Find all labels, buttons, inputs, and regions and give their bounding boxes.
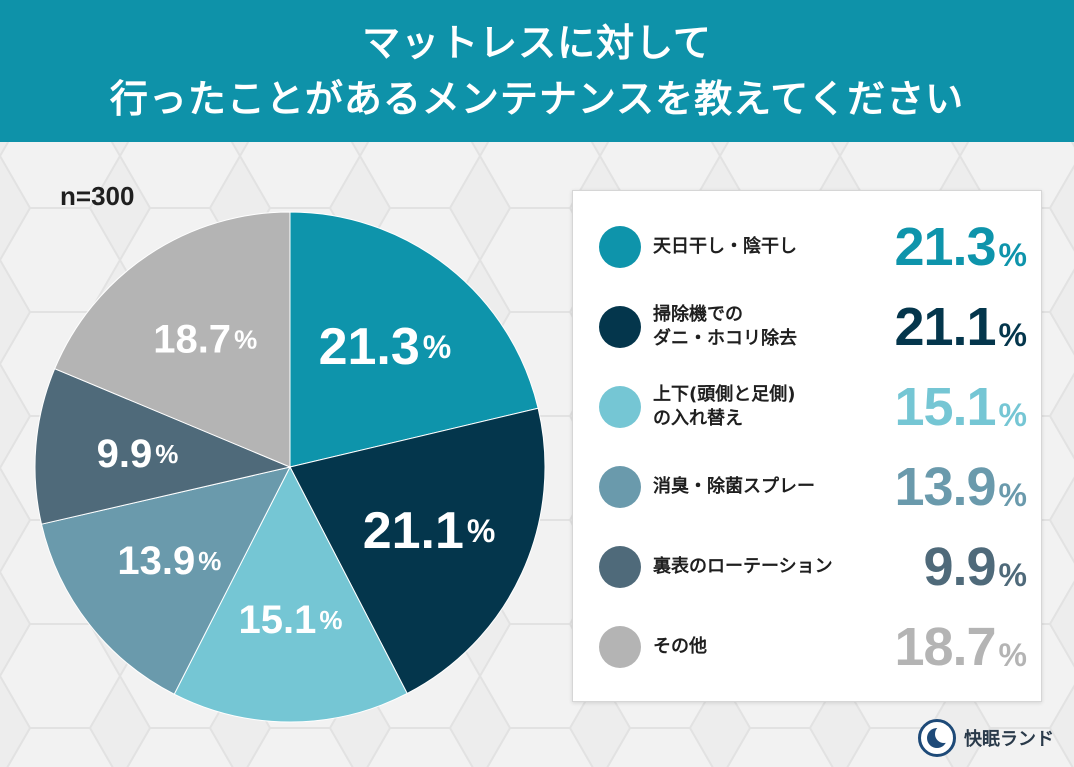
legend-value-number: 21.1 — [894, 297, 996, 357]
legend-item: 上下(頭側と足側) の入れ替え 15.1% — [573, 367, 1043, 447]
legend-value-percent: % — [998, 476, 1027, 513]
legend-label: 天日干し・陰干し — [653, 207, 853, 287]
legend-item: その他 18.7% — [573, 607, 1043, 687]
pie-slice-label-1: 21.1% — [363, 502, 496, 560]
pie-slice-1 — [289, 407, 546, 695]
legend-label-line: 裏表のローテーション — [653, 556, 833, 577]
legend-label: 掃除機でのダニ・ホコリ除去 — [653, 287, 853, 367]
legend-value: 18.7% — [894, 607, 1027, 687]
legend-value: 21.1% — [894, 287, 1027, 367]
legend-color-dot — [599, 386, 641, 428]
legend-value-percent: % — [998, 396, 1027, 433]
legend-value: 9.9% — [923, 527, 1027, 607]
legend-item: 掃除機でのダニ・ホコリ除去 21.1% — [573, 287, 1043, 367]
legend-label-line: 掃除機での — [653, 304, 743, 325]
pie-slice-4 — [34, 368, 292, 525]
legend: 天日干し・陰干し 21.3% 掃除機での ダニ・ホコリ除去 21.1% 上下(頭側と足側)… — [572, 190, 1042, 702]
legend-label-line: の入れ替え — [653, 408, 743, 429]
legend-value: 21.3% — [894, 207, 1027, 287]
legend-value-number: 15.1 — [894, 377, 996, 437]
legend-label-line: ダニ・ホコリ除去 — [653, 328, 797, 349]
legend-value-number: 18.7 — [894, 617, 996, 677]
legend-label-line: 天日干し・陰干し — [653, 236, 797, 257]
legend-item: 裏表のローテーション 9.9% — [573, 527, 1043, 607]
legend-color-dot — [599, 226, 641, 268]
legend-label: 裏表のローテーション — [653, 527, 853, 607]
pie-slice-0 — [289, 211, 539, 468]
legend-item: 消臭・除菌スプレー 13.9% — [573, 447, 1043, 527]
legend-value-number: 21.3 — [894, 217, 996, 277]
sample-size: n=300 — [60, 181, 135, 211]
pie-slice-label-5: 18.7% — [153, 318, 257, 362]
legend-value-number: 9.9 — [923, 537, 996, 597]
legend-value-percent: % — [998, 236, 1027, 273]
legend-label-line: その他 — [653, 636, 707, 657]
brand: 快眠ランド — [918, 718, 1054, 758]
legend-item: 天日干し・陰干し 21.3% — [573, 207, 1043, 287]
pie-slice-label-4: 9.9% — [97, 432, 179, 476]
pie-slice-5 — [54, 211, 291, 468]
brand-name: 快眠ランド — [964, 729, 1054, 750]
legend-label: その他 — [653, 607, 853, 687]
legend-label: 上下(頭側と足側) の入れ替え — [653, 367, 853, 447]
legend-color-dot — [599, 466, 641, 508]
legend-value-percent: % — [998, 316, 1027, 353]
page-title-line-2: 行ったことがあるメンテナンスを教えてください — [109, 77, 965, 121]
legend-value: 15.1% — [894, 367, 1027, 447]
legend-value-number: 13.9 — [894, 457, 996, 517]
legend-label-line: 上下(頭側と足側) — [653, 384, 796, 405]
pie-slice-label-3: 13.9% — [117, 539, 221, 583]
legend-value-percent: % — [998, 556, 1027, 593]
pie-chart: 21.3% 21.1% 15.1 % 13.9 % 9.9 % 18.7% — [34, 211, 546, 723]
legend-label: 消臭・除菌スプレー — [653, 447, 853, 527]
pie-slice-2 — [173, 465, 408, 723]
legend-label-line: 消臭・除菌スプレー — [653, 476, 815, 497]
legend-color-dot — [599, 626, 641, 668]
pie-slice-label-2: 15.1% — [238, 598, 342, 642]
legend-color-dot — [599, 546, 641, 588]
legend-value-percent: % — [998, 636, 1027, 673]
legend-color-dot — [599, 306, 641, 348]
kaimin-land-logo-icon — [918, 719, 956, 757]
pie-slice-3 — [40, 466, 291, 695]
pie-slice-label-0: 21.3% — [319, 318, 452, 376]
legend-value: 13.9% — [894, 447, 1027, 527]
title-bar: マットレスに対して 行ったことがあるメンテナンスを教えてください — [0, 0, 1074, 142]
page-title-line-1: マットレスに対して — [362, 21, 712, 65]
